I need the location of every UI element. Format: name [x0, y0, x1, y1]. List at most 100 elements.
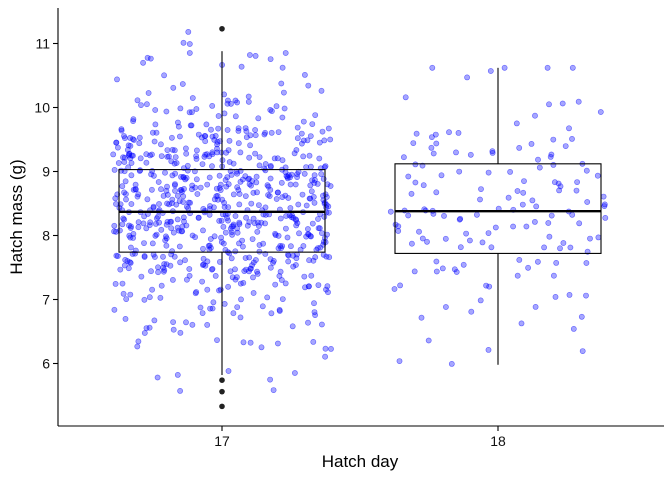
data-point [160, 253, 166, 260]
data-point [140, 59, 146, 66]
data-point [246, 154, 253, 161]
data-point [141, 254, 148, 260]
x-tick-label: 17 [214, 433, 230, 449]
data-point [157, 294, 164, 301]
data-point [204, 321, 211, 328]
data-point [264, 294, 271, 301]
data-point [442, 304, 449, 310]
data-point [122, 315, 129, 322]
data-point [184, 167, 191, 174]
data-point [424, 238, 430, 245]
data-point [168, 158, 175, 165]
data-point [288, 214, 295, 220]
data-point [291, 370, 298, 376]
data-point [492, 224, 499, 231]
data-point [551, 272, 557, 279]
data-point [249, 236, 256, 242]
data-point [322, 353, 328, 360]
data-point [305, 319, 311, 326]
data-point [545, 220, 552, 226]
data-point [162, 169, 168, 176]
data-point [507, 168, 513, 175]
data-point [579, 348, 586, 354]
data-point [302, 284, 308, 291]
data-point [429, 64, 436, 71]
data-point [576, 220, 583, 227]
x-tick-label: 18 [490, 433, 506, 449]
data-point [127, 259, 134, 266]
data-point [446, 129, 452, 136]
data-point [248, 200, 255, 207]
data-point [155, 269, 161, 276]
data-point [136, 140, 143, 147]
data-point [178, 228, 185, 235]
data-point [525, 264, 531, 271]
data-point [186, 50, 193, 56]
data-point [230, 160, 237, 167]
data-point [520, 189, 527, 196]
data-point [164, 153, 171, 160]
data-point [262, 204, 269, 211]
data-point [438, 172, 445, 179]
data-point [304, 226, 311, 232]
outlier-point [219, 377, 225, 383]
data-point [285, 195, 292, 201]
data-point [514, 272, 521, 279]
data-point [267, 56, 274, 62]
data-point [179, 223, 186, 230]
data-point [242, 125, 249, 132]
data-point [141, 330, 148, 336]
data-point [161, 72, 167, 79]
data-point [245, 93, 252, 100]
data-point [135, 224, 142, 231]
data-point [241, 268, 248, 274]
data-point [124, 258, 131, 264]
data-point [198, 134, 205, 141]
data-point [141, 240, 147, 246]
data-point [239, 243, 246, 250]
data-point [121, 262, 128, 269]
data-point [200, 255, 207, 262]
data-point [311, 172, 318, 179]
data-point [127, 291, 134, 298]
data-point [430, 150, 437, 157]
data-point [267, 186, 274, 193]
data-point [177, 187, 184, 193]
data-point [284, 234, 291, 241]
data-point [183, 150, 190, 157]
data-point [174, 371, 181, 378]
data-point [223, 183, 230, 190]
data-point [128, 201, 135, 207]
x-axis-title: Hatch day [322, 452, 399, 471]
data-point [221, 110, 228, 117]
data-point [550, 161, 557, 168]
data-point [260, 240, 266, 247]
data-point [127, 244, 134, 251]
data-point [150, 203, 157, 210]
data-point [242, 255, 249, 261]
data-point [252, 150, 258, 157]
data-point [130, 186, 137, 193]
data-point [550, 136, 557, 143]
data-point [557, 183, 564, 190]
data-point [544, 64, 551, 71]
data-point [460, 261, 467, 268]
boxplot-layer [118, 25, 602, 410]
y-ticks: 6 7 8 9 10 11 [34, 36, 58, 372]
data-point [243, 134, 250, 141]
data-point [224, 97, 231, 104]
data-point [276, 308, 283, 314]
data-point [402, 94, 409, 101]
data-point [118, 126, 125, 133]
data-point [315, 216, 321, 222]
data-point [137, 155, 144, 162]
data-point [238, 63, 245, 70]
data-point [501, 64, 508, 71]
data-point [122, 178, 129, 185]
data-point [574, 179, 580, 185]
data-point [239, 176, 246, 183]
data-point [270, 387, 277, 393]
data-point [232, 276, 239, 283]
data-point [268, 129, 275, 136]
data-point [224, 127, 231, 133]
